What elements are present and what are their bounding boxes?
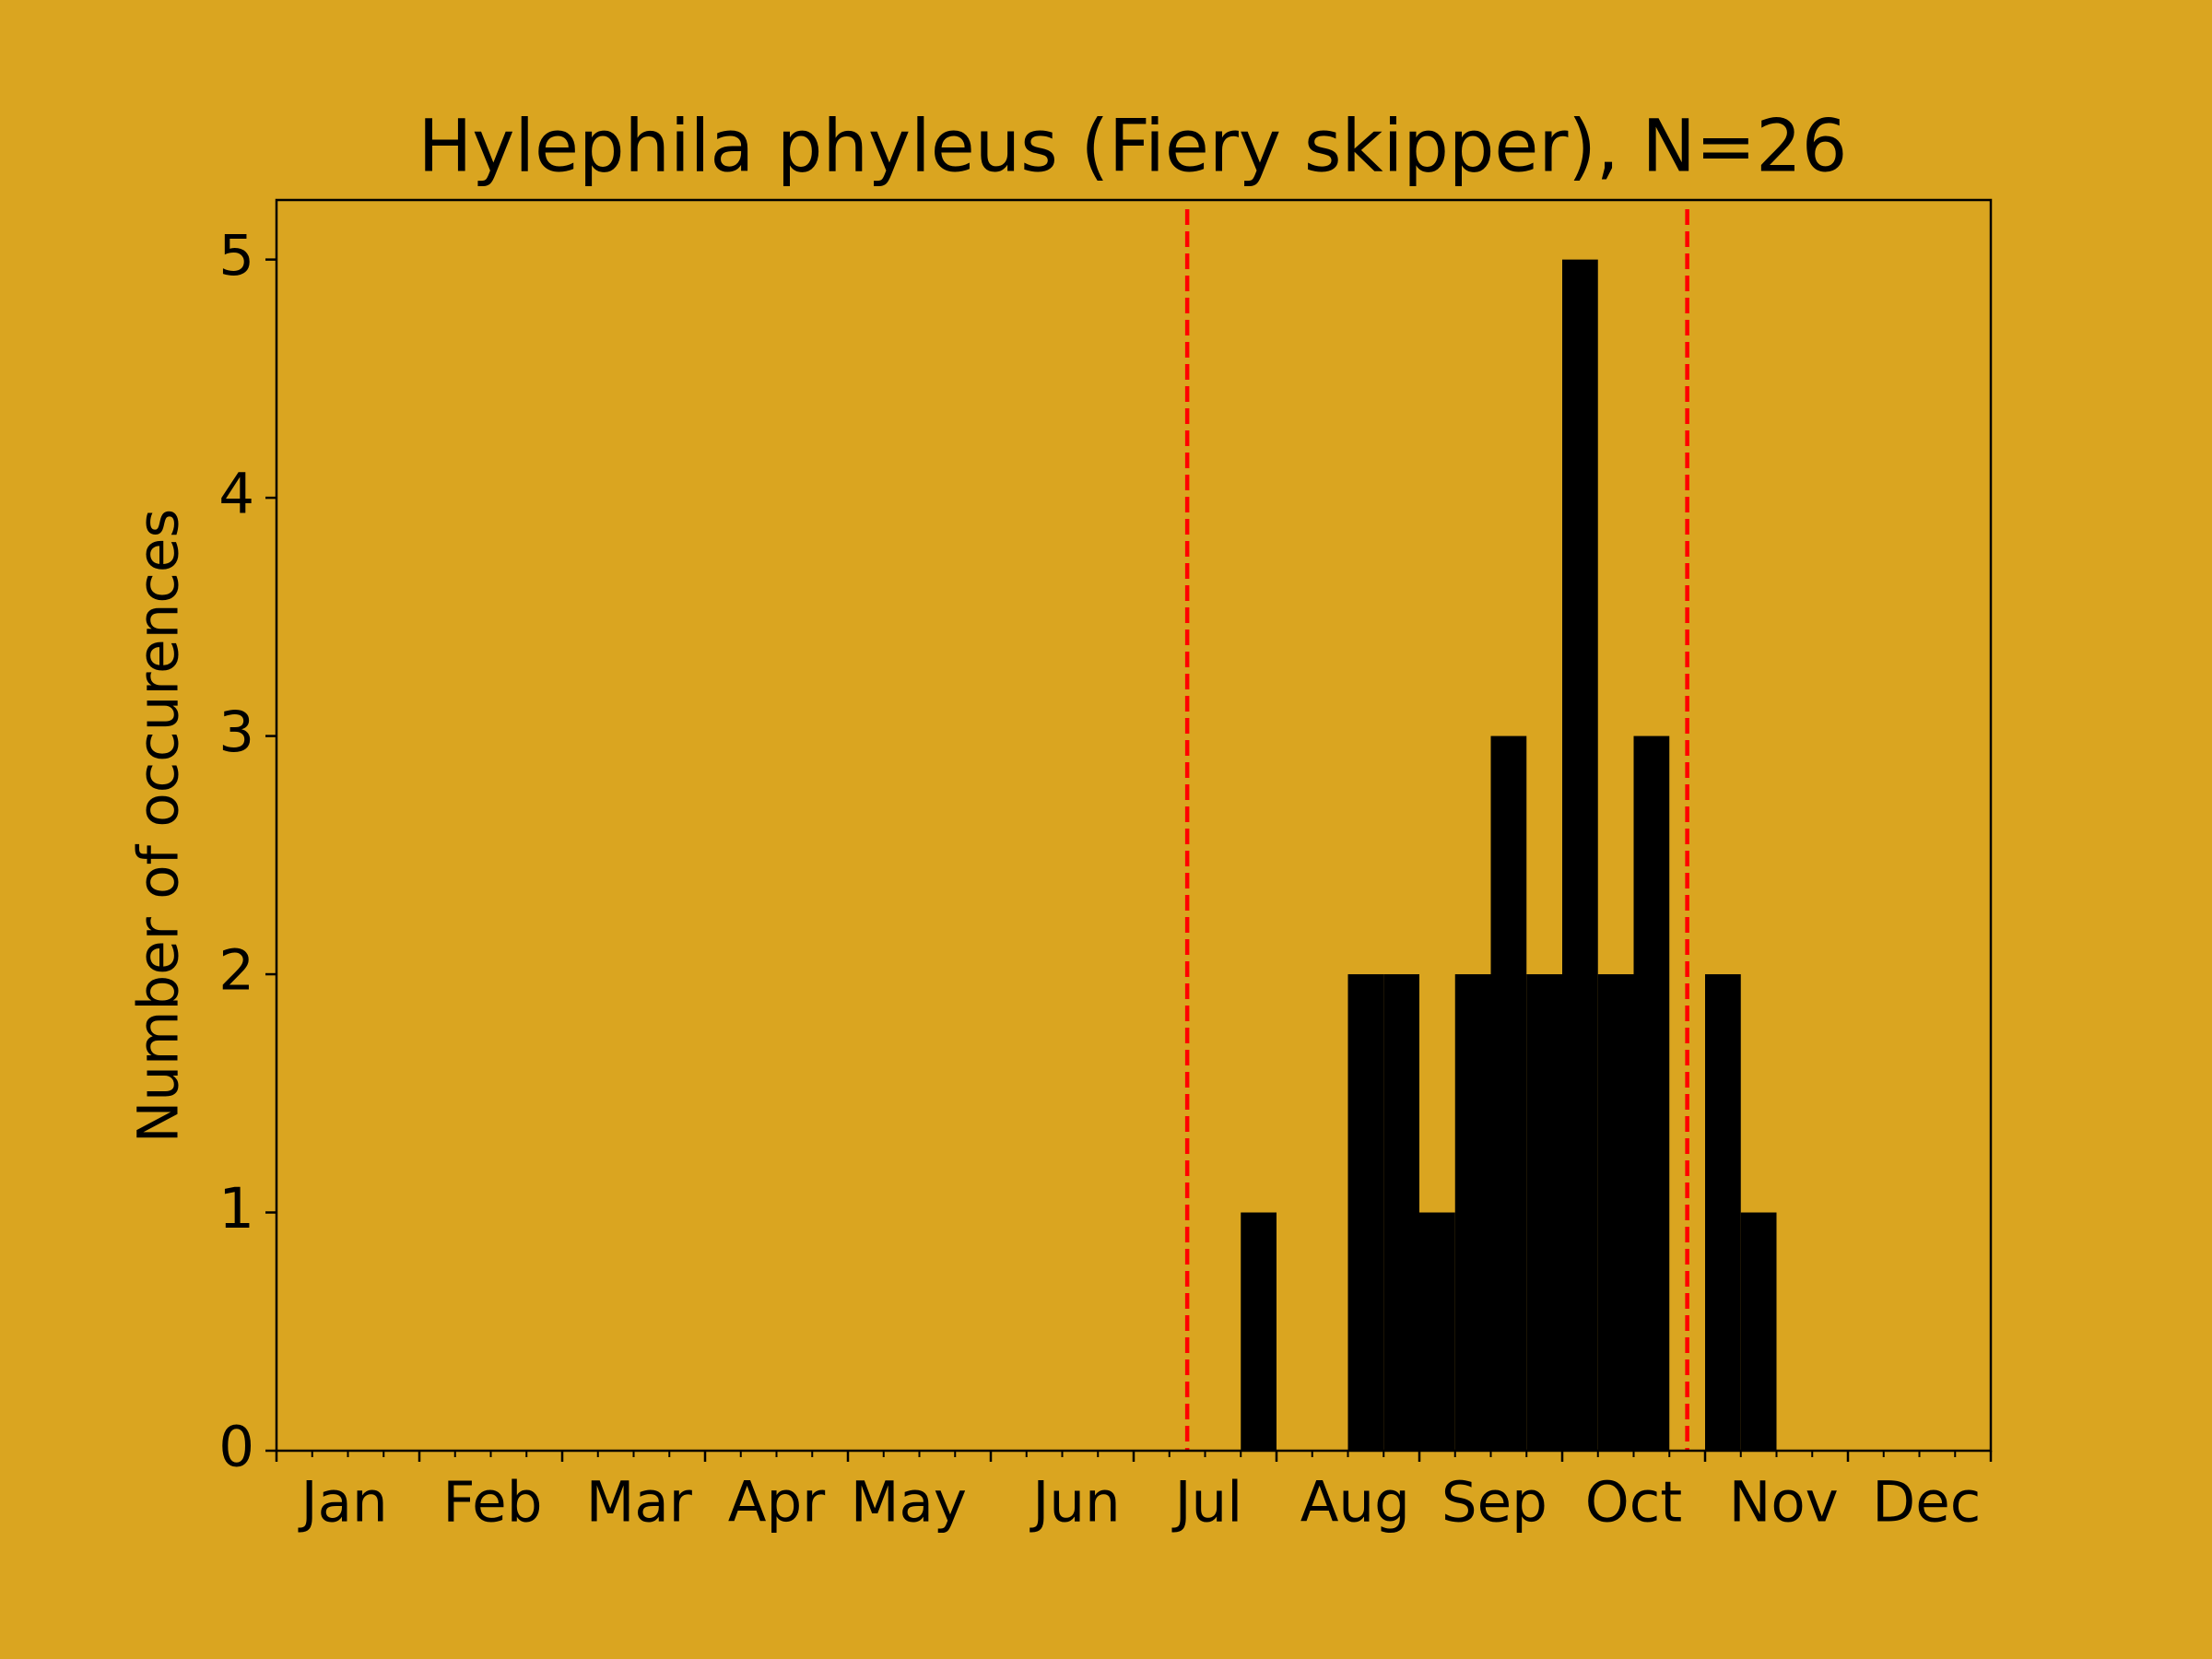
bar bbox=[1241, 1212, 1277, 1451]
y-tick-label: 5 bbox=[218, 223, 254, 288]
x-tick-label: Oct bbox=[1585, 1470, 1682, 1535]
y-tick-label: 1 bbox=[218, 1176, 254, 1241]
x-tick-label: Nov bbox=[1729, 1470, 1839, 1535]
y-tick-label: 3 bbox=[218, 700, 254, 765]
x-tick-label: Mar bbox=[586, 1470, 693, 1535]
y-tick-label: 0 bbox=[218, 1415, 254, 1480]
y-tick-label: 4 bbox=[218, 462, 254, 527]
x-tick-label: Jan bbox=[298, 1470, 388, 1535]
bar bbox=[1633, 735, 1670, 1451]
x-tick-label: Aug bbox=[1300, 1470, 1410, 1535]
bar bbox=[1383, 974, 1419, 1451]
x-tick-label: Jun bbox=[1029, 1470, 1120, 1535]
chart-title: Hylephila phyleus (Fiery skipper), N=26 bbox=[418, 105, 1848, 188]
bar bbox=[1740, 1212, 1777, 1451]
x-tick-label: Dec bbox=[1872, 1470, 1981, 1535]
x-tick-label: Sep bbox=[1441, 1470, 1547, 1535]
bar bbox=[1454, 974, 1491, 1451]
y-axis-label: Number of occurences bbox=[126, 509, 192, 1143]
bar bbox=[1347, 974, 1384, 1451]
x-tick-label: Feb bbox=[442, 1470, 542, 1535]
bar bbox=[1526, 974, 1562, 1451]
bar bbox=[1597, 974, 1634, 1451]
x-tick-label: Apr bbox=[728, 1470, 826, 1535]
bar bbox=[1490, 735, 1527, 1451]
x-tick-label: Jul bbox=[1171, 1470, 1243, 1535]
bar bbox=[1419, 1212, 1455, 1451]
y-tick-label: 2 bbox=[218, 938, 254, 1004]
bar bbox=[1705, 974, 1741, 1451]
x-tick-label: May bbox=[851, 1470, 967, 1535]
bar bbox=[1562, 259, 1598, 1452]
